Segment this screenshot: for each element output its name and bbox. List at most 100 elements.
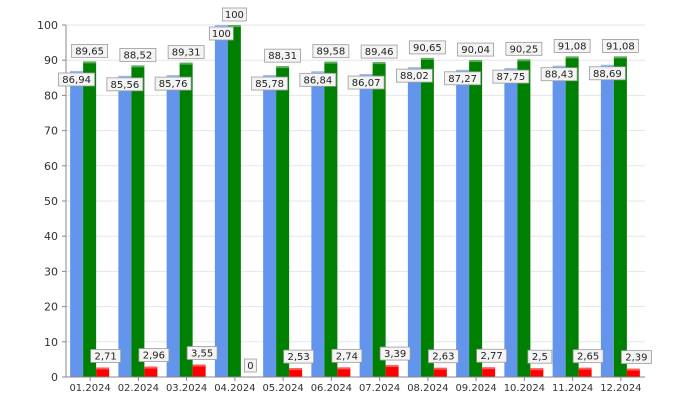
data-label: 90,25 (505, 41, 543, 56)
data-labels: 86,94 89,65 2,71 85,56 88,52 2,96 85,76 89,31 3,… (58, 7, 652, 373)
data-label-box (283, 349, 315, 364)
bar-highlight (96, 367, 110, 370)
y-tick-label: 20 (44, 301, 58, 314)
bar (83, 61, 97, 377)
data-label-text: 90,25 (510, 44, 539, 55)
bar (433, 367, 447, 377)
bar (600, 64, 614, 377)
data-label: 91,08 (601, 38, 639, 53)
data-label-box (138, 348, 170, 362)
bar-highlight (214, 25, 228, 27)
bar-highlight (420, 57, 434, 60)
data-label: 3,55 (186, 346, 218, 360)
bar-highlight (433, 367, 447, 370)
data-label-box (360, 44, 398, 59)
data-label-box (505, 41, 543, 56)
x-tick-label: 06.2024 (311, 383, 352, 394)
data-label-box (106, 77, 144, 92)
x-tick-label: 10.2024 (504, 383, 545, 394)
bar (359, 74, 373, 377)
bar (337, 367, 351, 377)
y-tick-label: 60 (44, 160, 58, 173)
bar (276, 66, 290, 377)
bar-highlight (179, 62, 193, 65)
bar-highlight (166, 75, 180, 78)
data-label-box (119, 48, 157, 62)
data-label: 2,5 (527, 349, 553, 364)
data-label: 2,65 (572, 349, 604, 364)
bar (214, 25, 228, 377)
data-label-text: 2,5 (532, 352, 548, 363)
bar (289, 368, 303, 377)
data-label: 85,76 (154, 76, 192, 91)
bar-highlight (578, 367, 592, 370)
bar-highlight (192, 364, 206, 367)
data-label-text: 89,31 (172, 48, 201, 59)
data-label: 90,04 (457, 42, 495, 57)
data-label-box (167, 45, 205, 60)
y-tick-label: 10 (44, 336, 58, 349)
bar-highlight (530, 368, 544, 371)
x-tick-label: 01.2024 (69, 383, 110, 394)
data-label-text: 91,08 (606, 41, 635, 52)
bar-highlight (311, 71, 325, 74)
y-tick-label: 80 (44, 89, 58, 102)
data-label-box (208, 26, 234, 41)
data-label: 2,74 (331, 348, 363, 363)
x-tick-label: 02.2024 (118, 383, 159, 394)
bar-highlight (324, 61, 338, 64)
data-label-box (312, 44, 350, 59)
bar-highlight (626, 368, 640, 371)
data-label-text: 85,56 (111, 80, 140, 91)
data-label-text: 100 (225, 10, 244, 21)
data-label-text: 90,04 (461, 45, 490, 56)
bar-highlight (552, 65, 566, 68)
bar-highlight (613, 56, 627, 59)
bar (385, 365, 399, 377)
bar (517, 59, 531, 377)
bar-highlight (565, 56, 579, 59)
bar-highlight (372, 62, 386, 65)
data-label-text: 3,55 (191, 349, 213, 360)
data-label-text: 89,58 (317, 47, 346, 58)
data-label: 85,78 (251, 76, 289, 91)
bar (456, 69, 470, 377)
data-label: 100 (208, 26, 234, 41)
data-label-box (427, 349, 459, 364)
data-label-box (457, 42, 495, 57)
data-label-box (379, 346, 411, 361)
data-label-text: 86,94 (62, 75, 91, 86)
y-tick-label: 90 (44, 54, 58, 67)
bar-highlight (517, 59, 531, 62)
bar (407, 67, 421, 377)
bar-highlight (504, 68, 518, 71)
bar-highlight (144, 366, 158, 369)
data-label-box (71, 44, 109, 58)
bar (420, 57, 434, 378)
data-label-box (553, 38, 591, 53)
y-tick-label: 40 (44, 230, 58, 243)
bar-highlight (407, 67, 421, 70)
x-tick-label: 12.2024 (600, 383, 641, 394)
data-label: 91,08 (553, 38, 591, 53)
data-label: 90,65 (408, 40, 446, 55)
data-label-box (154, 76, 192, 91)
x-tick-label: 08.2024 (407, 383, 448, 394)
bar-highlight (456, 69, 470, 72)
bar (131, 65, 145, 377)
data-label: 88,02 (395, 68, 433, 83)
data-label-text: 86,07 (352, 78, 381, 89)
data-label: 89,46 (360, 44, 398, 59)
data-label-text: 3,39 (384, 349, 406, 360)
bar (469, 60, 483, 377)
data-label-box (90, 349, 122, 363)
bar-highlight (337, 367, 351, 370)
data-label-box (620, 350, 652, 364)
bar (118, 75, 132, 377)
bar (263, 75, 277, 378)
bar (626, 368, 640, 377)
data-label-text: 2,53 (287, 352, 309, 363)
bar (565, 56, 579, 377)
data-label-text: 0 (247, 361, 253, 372)
bar-highlight (263, 75, 277, 78)
